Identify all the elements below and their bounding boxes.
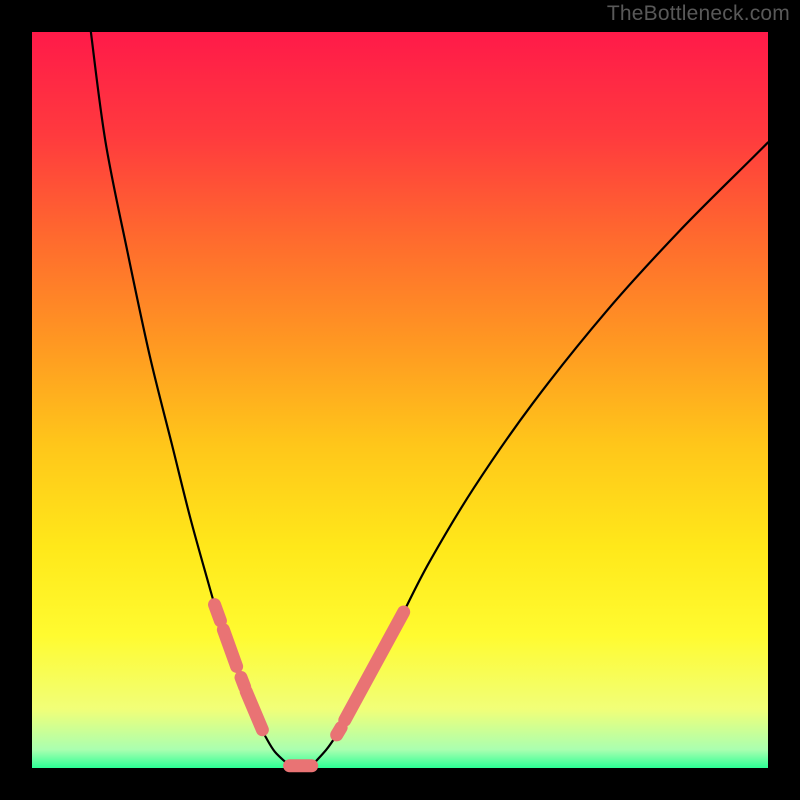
curve-highlight-6 [345,612,404,720]
watermark-text: TheBottleneck.com [607,2,790,26]
curve-black-3 [404,142,768,612]
curve-highlight-1 [223,630,236,667]
curve-highlight-5 [337,728,341,735]
curve-highlight-3 [246,691,262,729]
chart-frame: TheBottleneck.com [0,0,800,800]
curve-highlight-0 [215,605,221,621]
curve-black-0 [91,32,215,605]
curve-layer [0,0,800,800]
